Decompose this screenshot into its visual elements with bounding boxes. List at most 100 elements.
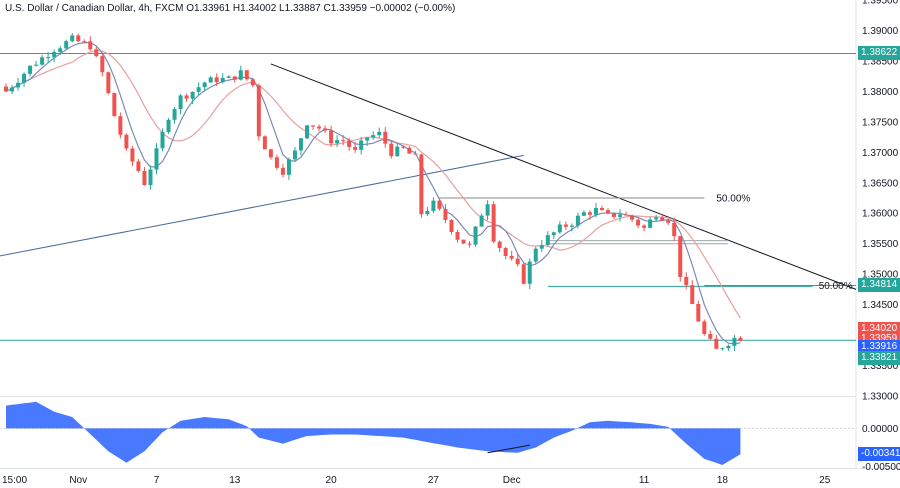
candle-body[interactable] [166,119,171,132]
candle-body[interactable] [190,91,195,99]
candle-body[interactable] [28,65,33,74]
candle-body[interactable] [16,82,21,88]
candle-body[interactable] [34,64,39,66]
candle-body[interactable] [52,51,57,58]
candle-body[interactable] [347,140,352,147]
resistance-trendline[interactable] [270,63,857,290]
candle-body[interactable] [88,41,93,50]
candle-body[interactable] [551,232,556,236]
candle-body[interactable] [575,215,580,226]
candle-body[interactable] [58,48,63,52]
candle-body[interactable] [419,154,424,215]
candle-body[interactable] [684,276,689,286]
candle-body[interactable] [612,212,617,217]
candle-body[interactable] [395,146,400,157]
candle-body[interactable] [353,146,358,150]
candle-body[interactable] [557,224,562,233]
candle-body[interactable] [690,285,695,305]
candle-body[interactable] [413,153,418,155]
candle-body[interactable] [196,87,201,92]
candle-body[interactable] [503,248,508,256]
candle-body[interactable] [371,135,376,138]
candle-body[interactable] [280,167,285,175]
candle-body[interactable] [82,41,87,43]
candle-body[interactable] [154,148,159,170]
candle-body[interactable] [618,214,623,217]
candle-body[interactable] [479,215,484,227]
candle-body[interactable] [431,200,436,211]
candle-body[interactable] [4,86,8,92]
candle-body[interactable] [515,258,520,265]
candle-body[interactable] [160,131,165,149]
candle-body[interactable] [292,150,297,160]
candle-body[interactable] [660,217,665,221]
candle-body[interactable] [389,143,394,157]
candle-body[interactable] [732,337,737,346]
candle-body[interactable] [654,217,659,220]
candle-body[interactable] [70,35,75,42]
candle-body[interactable] [311,125,316,127]
candle-body[interactable] [527,261,532,284]
candle-body[interactable] [696,304,701,322]
candle-body[interactable] [672,222,677,237]
candle-body[interactable] [401,146,406,148]
candle-body[interactable] [539,245,544,249]
candle-body[interactable] [136,161,141,172]
candle-body[interactable] [545,235,550,246]
candle-body[interactable] [563,224,568,227]
candle-body[interactable] [220,77,225,83]
candle-body[interactable] [214,77,219,83]
candle-body[interactable] [491,204,496,242]
candle-body[interactable] [437,200,442,209]
candle-body[interactable] [455,232,460,240]
candle-body[interactable] [443,208,448,221]
candle-body[interactable] [593,208,598,215]
candle-body[interactable] [648,219,653,228]
candle-body[interactable] [461,239,466,244]
candle-body[interactable] [666,220,671,223]
candle-body[interactable] [244,70,249,80]
candle-body[interactable] [714,338,719,349]
candle-body[interactable] [720,348,725,350]
candle-body[interactable] [64,41,69,49]
candle-body[interactable] [286,159,291,175]
candle-body[interactable] [365,137,370,141]
candle-body[interactable] [22,73,27,83]
divergence-line[interactable] [487,444,530,454]
candle-body[interactable] [148,169,153,186]
candle-body[interactable] [383,131,388,144]
candle-body[interactable] [606,210,610,213]
support-trendline[interactable] [0,154,524,257]
candle-body[interactable] [449,220,454,233]
candle-body[interactable] [467,243,472,245]
candle-body[interactable] [599,208,604,211]
candle-body[interactable] [268,149,273,158]
candle-body[interactable] [172,109,177,120]
candle-body[interactable] [323,128,328,131]
candle-body[interactable] [335,140,340,144]
candle-body[interactable] [274,157,279,168]
candle-body[interactable] [726,345,731,349]
candle-body[interactable] [10,87,15,92]
candle-body[interactable] [208,77,213,83]
candle-body[interactable] [232,76,237,80]
candle-body[interactable] [178,95,183,110]
candle-body[interactable] [407,147,412,154]
candle-body[interactable] [130,148,135,162]
candle-body[interactable] [630,215,635,220]
candle-body[interactable] [642,225,647,228]
candle-body[interactable] [76,35,81,42]
candle-body[interactable] [624,214,629,216]
candle-body[interactable] [359,140,364,150]
candle-body[interactable] [40,57,45,65]
candle-body[interactable] [112,93,117,117]
candle-body[interactable] [46,57,51,59]
candle-body[interactable] [708,333,713,339]
candle-body[interactable] [377,131,382,136]
candle-body[interactable] [569,225,574,227]
candle-body[interactable] [533,248,538,262]
candle-body[interactable] [521,264,526,284]
candle-body[interactable] [124,134,129,149]
candle-body[interactable] [329,130,334,144]
